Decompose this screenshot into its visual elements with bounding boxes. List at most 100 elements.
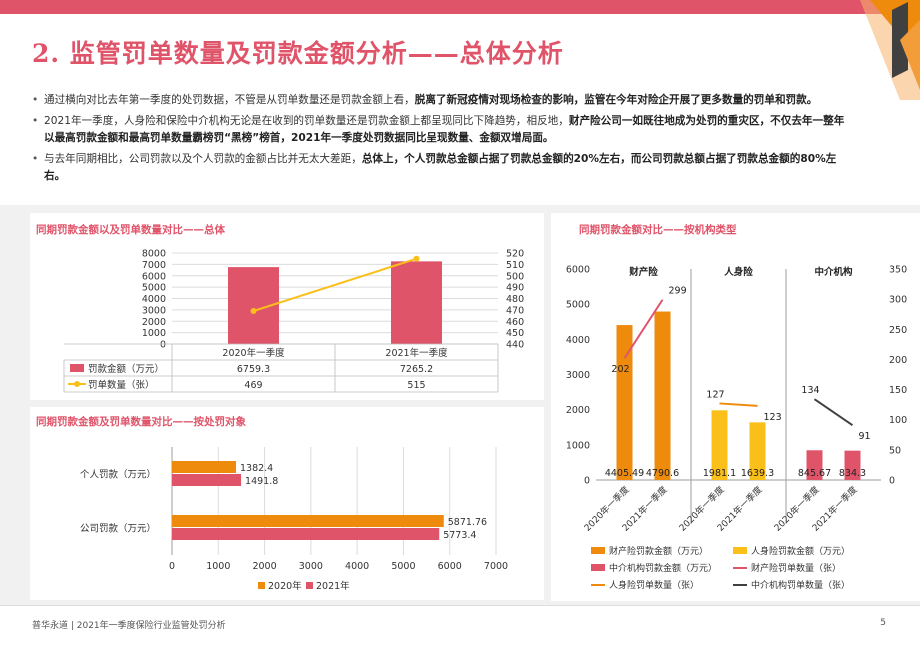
legend-label: 人身险罚款金额（万元） [751, 545, 850, 557]
group-label: 中介机构 [814, 266, 853, 278]
data-label: 1491.8 [245, 476, 278, 487]
y2-tick-label: 0 [889, 476, 895, 487]
target-chart-panel: 同期罚款金额及罚单数量对比——按处罚对象 0 1000 2000 3000 4000 50… [30, 407, 544, 600]
legend-label: 2021年 [316, 580, 350, 592]
top-accent-bar [0, 0, 920, 14]
y2-tick-label: 250 [889, 325, 907, 336]
bullet-item: 2021年一季度，人身险和保险中介机构无论是在收到的罚单数量还是罚款金额上都呈现… [32, 113, 852, 147]
y2-tick-label: 490 [506, 283, 524, 294]
line-count-point [413, 255, 420, 262]
y2-tick-label: 480 [506, 294, 524, 305]
group-label: 财产险 [628, 266, 658, 278]
table-value-amount: 6759.3 [237, 364, 270, 375]
y2-tick-label: 200 [889, 355, 907, 366]
legend-label: 2020年 [268, 580, 302, 592]
x-tick-label: 7000 [484, 561, 508, 572]
overall-chart-panel: 同期罚款金额以及罚单数量对比——总体 0 1000 2000 3000 4000 5000… [30, 213, 544, 400]
x-tick-label: 2000 [252, 561, 276, 572]
bar-amount [806, 450, 823, 480]
y-tick-label: 0 [160, 340, 166, 351]
y-tick-label: 0 [584, 476, 590, 487]
x-tick-label: 0 [169, 561, 175, 572]
line-count-point [250, 308, 257, 315]
y-tick-label: 3000 [566, 370, 590, 381]
bullet-item: 通过横向对比去年第一季度的处罚数据，不管是从罚单数量还是罚款金额上看，脱离了新冠… [32, 92, 852, 109]
x-tick-label: 4000 [345, 561, 369, 572]
chart-title: 同期罚款金额以及罚单数量对比——总体 [36, 224, 225, 236]
institution-chart: 0 1000 2000 3000 4000 5000 6000 0 50 100 150 200 250… [566, 265, 907, 592]
y-tick-label: 8000 [142, 249, 166, 260]
chart-title: 同期罚款金额及罚单数量对比——按处罚对象 [36, 416, 246, 428]
data-label-amount: 4790.6 [646, 468, 679, 479]
legend-swatch-count-dot [74, 381, 80, 387]
line-count [813, 398, 854, 426]
y2-tick-label: 50 [889, 445, 901, 456]
bullet-text: 与去年同期相比，公司罚款以及个人罚款的金额占比并无太大差距， [44, 153, 362, 165]
data-label: 5871.76 [448, 517, 487, 528]
y-category-label: 个人罚款（万元） [80, 469, 156, 481]
page-number: 5 [880, 618, 886, 628]
footer-text: 普华永道 | 2021年一季度保险行业监管处罚分析 [32, 621, 226, 631]
y-tick-label: 4000 [566, 335, 590, 346]
y-tick-label: 1000 [142, 328, 166, 339]
data-label: 1382.4 [240, 463, 273, 474]
table-value-count: 515 [407, 380, 425, 391]
bullet-list: 通过横向对比去年第一季度的处罚数据，不管是从罚单数量还是罚款金额上看，脱离了新冠… [32, 92, 852, 189]
group-label: 人身险 [724, 266, 753, 278]
data-label-amount: 845.67 [798, 468, 831, 479]
data-label-count: 91 [859, 431, 871, 442]
legend-swatch [591, 564, 605, 571]
y-tick-label: 3000 [142, 305, 166, 316]
data-label-count: 123 [764, 412, 782, 423]
data-label-count: 127 [706, 389, 724, 400]
y2-tick-label: 350 [889, 265, 907, 276]
legend-label: 中介机构罚单数量（张） [751, 579, 850, 591]
bullet-emphasis: 总体上，个人罚款总金额占据了罚款总金额的20%左右，而公司罚款总额占据了罚款总金… [44, 153, 837, 182]
data-label-amount: 1981.1 [703, 468, 736, 479]
x-tick-label: 3000 [299, 561, 323, 572]
legend-label-amount: 罚款金额（万元） [88, 363, 164, 375]
data-label-count: 202 [611, 364, 629, 375]
legend-label: 中介机构罚款金额（万元） [609, 562, 717, 574]
data-label-amount: 1639.3 [741, 468, 774, 479]
y-tick-label: 6000 [142, 271, 166, 282]
x-category-label: 2020年一季度 [222, 347, 285, 359]
legend-label: 财产险罚单数量（张） [751, 562, 841, 574]
y2-tick-label: 450 [506, 328, 524, 339]
y-category-label: 公司罚款（万元） [80, 523, 156, 535]
y-tick-label: 1000 [566, 440, 590, 451]
target-chart: 0 1000 2000 3000 4000 5000 6000 7000 个人罚款（万元） 138… [80, 447, 508, 592]
data-label-count: 134 [801, 385, 819, 396]
bar [172, 461, 236, 473]
bullet-emphasis: 脱离了新冠疫情对现场检查的影响，监管在今年对险企开展了更多数量的罚单和罚款。 [414, 94, 818, 106]
line-count [719, 402, 758, 407]
y-tick-label: 2000 [142, 317, 166, 328]
y-tick-label: 4000 [142, 294, 166, 305]
x-tick-label: 5000 [391, 561, 415, 572]
y-tick-label: 7000 [142, 260, 166, 271]
x-tick-label: 6000 [438, 561, 462, 572]
bar-amount [616, 325, 633, 480]
bar-amount [391, 261, 442, 344]
x-tick-label: 1000 [206, 561, 230, 572]
y2-tick-label: 460 [506, 317, 524, 328]
bullet-text: 通过横向对比去年第一季度的处罚数据，不管是从罚单数量还是罚款金额上看， [44, 94, 415, 106]
x-category-label: 2021年一季度 [385, 347, 448, 359]
legend-swatch [258, 582, 265, 589]
y-tick-label: 6000 [566, 265, 590, 276]
bullet-emphasis: 财产险公司一如既往地成为处罚的重灾区，不仅去年一整年以最高罚款金额和最高罚单数量… [44, 115, 845, 144]
y2-tick-label: 440 [506, 340, 524, 351]
footer-divider [0, 605, 920, 606]
overall-chart: 0100020003000400050006000700080004404504… [63, 249, 524, 393]
y-tick-label: 5000 [566, 300, 590, 311]
y2-tick-label: 510 [506, 260, 524, 271]
bar [172, 474, 242, 486]
bar-amount [711, 410, 728, 480]
y-tick-label: 2000 [566, 405, 590, 416]
legend-swatch [733, 547, 747, 554]
line-count [253, 257, 417, 312]
data-label-amount: 4405.49 [605, 468, 644, 479]
y2-tick-label: 300 [889, 295, 907, 306]
bar-amount [654, 311, 671, 480]
data-label: 5773.4 [443, 530, 476, 541]
